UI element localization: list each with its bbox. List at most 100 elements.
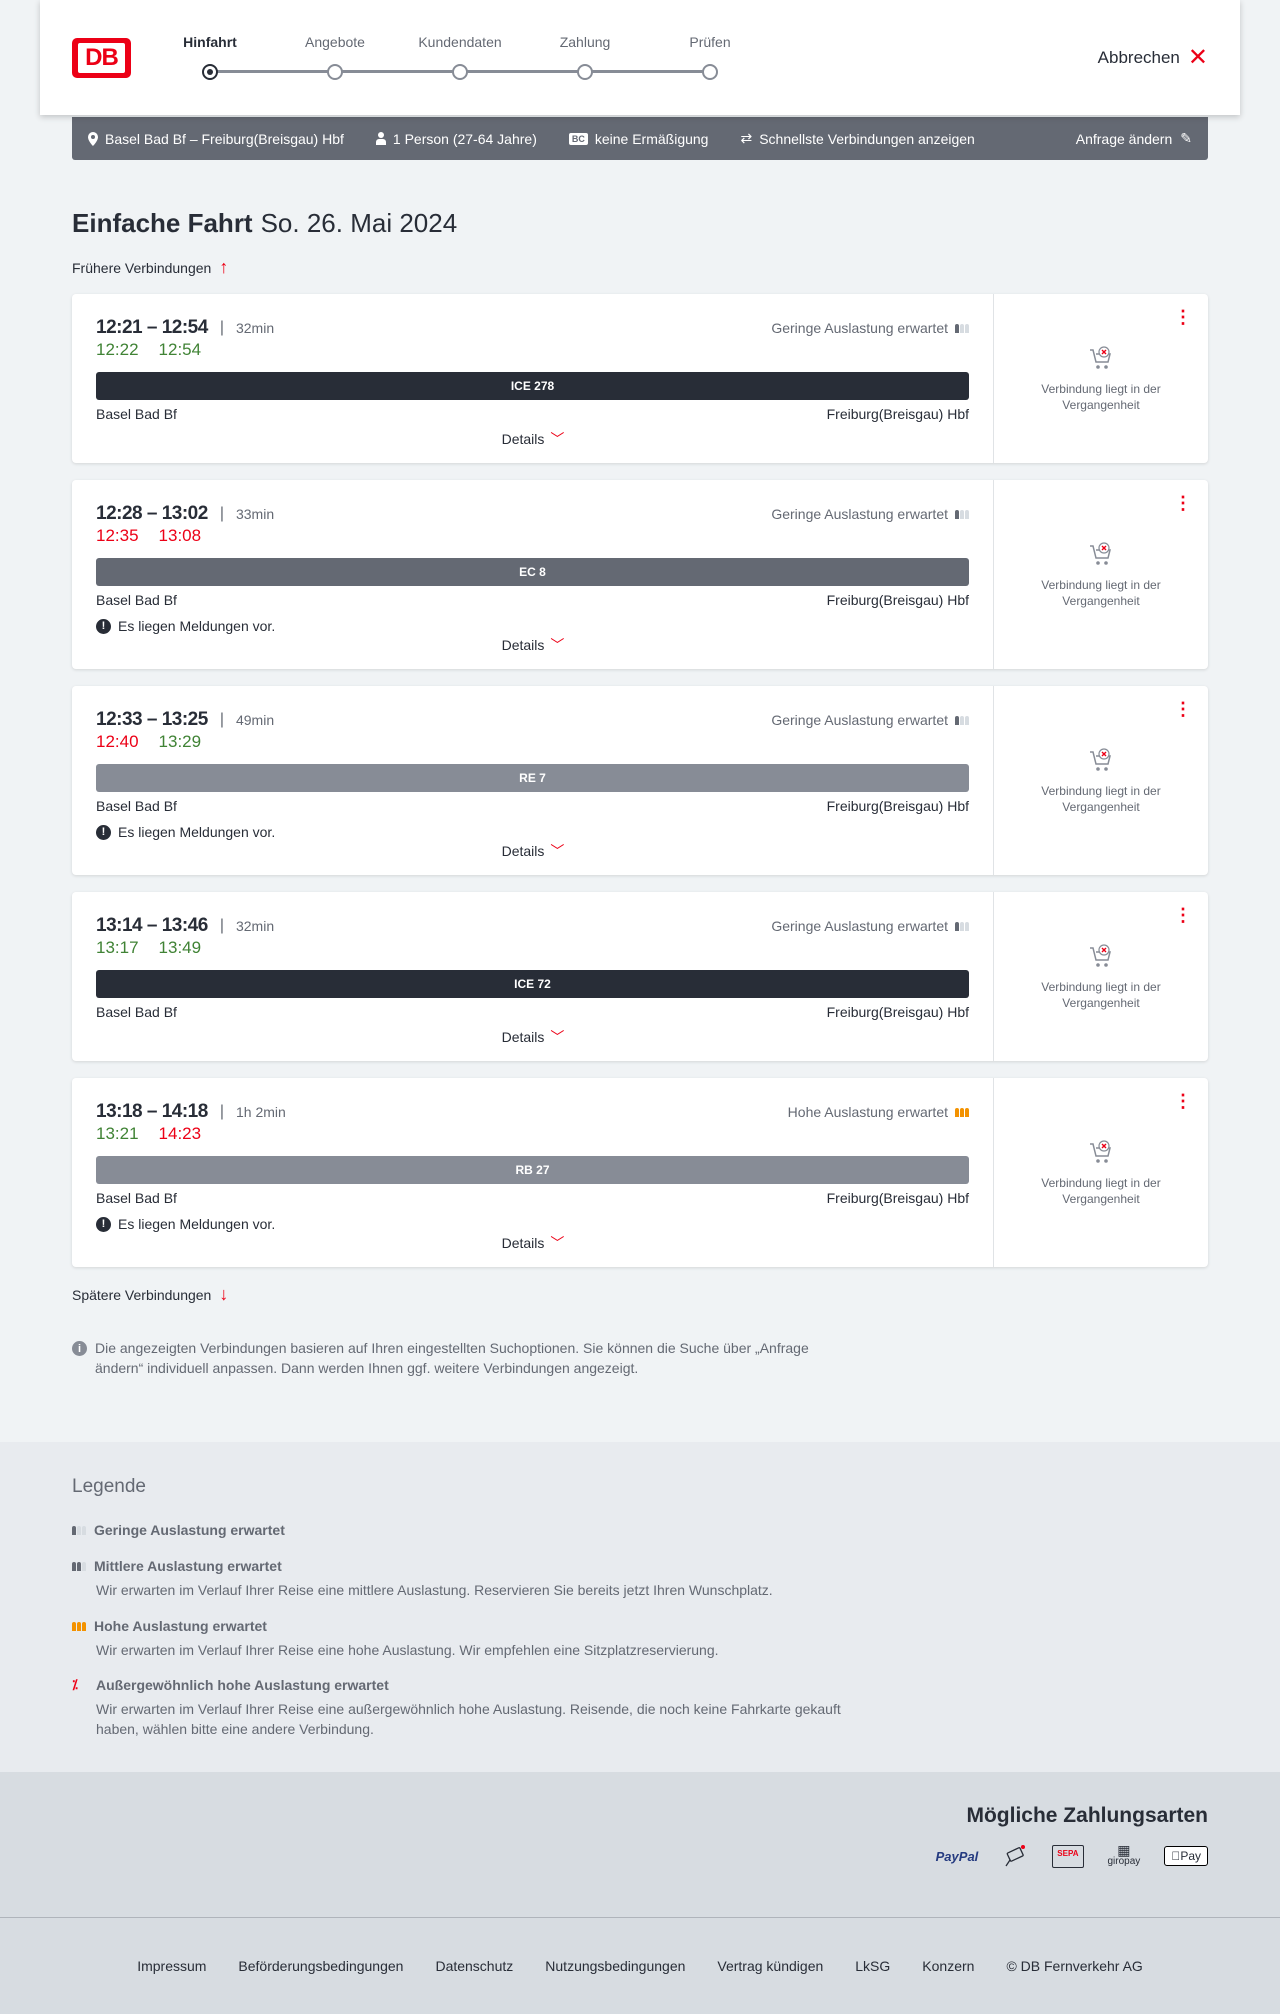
origin-station: Basel Bad Bf: [96, 406, 177, 422]
booking-panel: ⋮ Verbindung liegt in der Vergangenheit: [994, 686, 1208, 875]
step-5: Prüfen: [650, 34, 770, 80]
step-label: Kundendaten: [418, 34, 502, 50]
more-options-icon[interactable]: ⋮: [1174, 699, 1192, 719]
payment-methods: PayPal SEPA ▦giropay Pay: [936, 1842, 1208, 1868]
close-icon: ✕: [1187, 44, 1208, 71]
message-notice[interactable]: ! Es liegen Meldungen vor.: [96, 824, 969, 840]
payment-title: Mögliche Zahlungsarten: [966, 1804, 1208, 1827]
load-indicator: Hohe Auslastung erwartet: [788, 1104, 969, 1120]
past-connection-status: Verbindung liegt in der Vergangenheit: [1041, 979, 1161, 1010]
edit-query-button[interactable]: Anfrage ändern ✎: [1075, 130, 1192, 147]
arrow-down-icon: ↓: [219, 1284, 229, 1304]
destination-station: Freiburg(Breisgau) Hbf: [826, 798, 969, 814]
giropay-icon: ▦ giropay: [1107, 1842, 1141, 1867]
connection-card[interactable]: 13:14 – 13:46 | 32min Geringe Auslastung e…: [72, 892, 1208, 1061]
connection-card[interactable]: 12:21 – 12:54 | 32min Geringe Auslastung e…: [72, 294, 1208, 463]
details-toggle[interactable]: Details ﹀: [501, 1235, 565, 1251]
more-options-icon[interactable]: ⋮: [1174, 905, 1192, 925]
connection-card[interactable]: 13:18 – 14:18 | 1h 2min Hohe Auslastung er…: [72, 1078, 1208, 1267]
legend-item: ⁒ Außergewöhnlich hohe Auslastung erwarte…: [72, 1677, 841, 1737]
train-bar[interactable]: RE 7: [96, 764, 969, 792]
header: DB Hinfahrt Angebote Kundendaten Zahlung Prü…: [40, 0, 1240, 115]
step-label: Hinfahrt: [183, 34, 237, 50]
connection-card[interactable]: 12:33 – 13:25 | 49min Geringe Auslastung e…: [72, 686, 1208, 875]
alert-icon: !: [96, 618, 111, 634]
step-dot: [702, 64, 718, 80]
step-label: Prüfen: [689, 34, 731, 50]
chevron-down-icon: ﹀: [550, 1029, 565, 1045]
realtime-departure: 13:17: [96, 938, 139, 957]
connection-card[interactable]: 12:28 – 13:02 | 33min Geringe Auslastung e…: [72, 480, 1208, 669]
alert-icon: !: [96, 824, 111, 840]
duration: 1h 2min: [235, 1104, 286, 1120]
details-toggle[interactable]: Details ﹀: [501, 843, 565, 859]
planned-times: 12:33 – 13:25: [96, 709, 208, 730]
footer-link[interactable]: Vertrag kündigen: [717, 1958, 824, 1974]
footer-link[interactable]: Konzern: [922, 1958, 975, 1974]
db-logo[interactable]: DB: [72, 38, 131, 78]
realtime-departure: 12:35: [96, 526, 139, 545]
footer-link[interactable]: Datenschutz: [435, 1958, 514, 1974]
message-notice[interactable]: ! Es liegen Meldungen vor.: [96, 1216, 969, 1232]
query-summary-bar: Basel Bad Bf – Freiburg(Breisgau) Hbf 1 …: [72, 117, 1208, 160]
message-notice[interactable]: ! Es liegen Meldungen vor.: [96, 618, 969, 634]
booking-panel: ⋮ Verbindung liegt in der Vergangenheit: [994, 892, 1208, 1061]
duration: 32min: [235, 918, 275, 934]
footer-link[interactable]: Impressum: [137, 1958, 207, 1974]
sepa-icon: SEPA: [1052, 1844, 1084, 1868]
footer-link[interactable]: Nutzungsbedingungen: [545, 1958, 686, 1974]
footer-link[interactable]: Beförderungsbedingungen: [238, 1958, 404, 1974]
planned-times: 12:21 – 12:54: [96, 317, 208, 338]
earlier-connections-link[interactable]: Frühere Verbindungen ↑: [72, 257, 229, 277]
high-load-icon: [72, 1621, 86, 1631]
payment-section: Mögliche Zahlungsarten PayPal SEPA ▦ giro…: [0, 1772, 1280, 1917]
realtime-arrival: 13:08: [158, 526, 202, 545]
chevron-down-icon: ﹀: [550, 637, 565, 653]
more-options-icon[interactable]: ⋮: [1174, 493, 1192, 513]
details-toggle[interactable]: Details ﹀: [501, 637, 565, 653]
origin-station: Basel Bad Bf: [96, 1190, 177, 1206]
apple-pay-icon: Pay: [1164, 1846, 1208, 1866]
credit-card-icon: [1005, 1845, 1026, 1867]
alert-icon: !: [96, 1216, 111, 1232]
duration: 33min: [235, 506, 275, 522]
details-toggle[interactable]: Details ﹀: [501, 431, 565, 447]
realtime-arrival: 13:49: [158, 938, 202, 957]
load-indicator: Geringe Auslastung erwartet: [771, 506, 969, 522]
footer-link[interactable]: LkSG: [855, 1958, 891, 1974]
step-dot: [202, 64, 218, 80]
realtime-departure: 12:22: [96, 340, 139, 359]
load-indicator: Geringe Auslastung erwartet: [771, 918, 969, 934]
fastest-connections-toggle[interactable]: ⇄ Schnellste Verbindungen anzeigen: [740, 130, 975, 147]
later-connections-link[interactable]: Spätere Verbindungen ↓: [72, 1284, 229, 1304]
train-bar[interactable]: RB 27: [96, 1156, 969, 1184]
more-options-icon[interactable]: ⋮: [1174, 1091, 1192, 1111]
cart-unavailable-icon: [1090, 943, 1111, 967]
train-bar[interactable]: ICE 278: [96, 372, 969, 400]
cart-unavailable-icon: [1090, 345, 1111, 369]
connection-main: 13:14 – 13:46 | 32min Geringe Auslastung e…: [72, 892, 994, 1061]
origin-station: Basel Bad Bf: [96, 592, 177, 608]
realtime-departure: 12:40: [96, 732, 139, 751]
footer-link: © DB Fernverkehr AG: [1006, 1958, 1143, 1974]
booking-panel: ⋮ Verbindung liegt in der Vergangenheit: [994, 294, 1208, 463]
connection-main: 13:18 – 14:18 | 1h 2min Hohe Auslastung er…: [72, 1078, 994, 1267]
footer: Impressum Beförderungsbedingungen Datensch…: [0, 1917, 1280, 2014]
destination-station: Freiburg(Breisgau) Hbf: [826, 1190, 969, 1206]
past-connection-status: Verbindung liegt in der Vergangenheit: [1041, 577, 1161, 608]
details-toggle[interactable]: Details ﹀: [501, 1029, 565, 1045]
planned-times: 13:14 – 13:46: [96, 915, 208, 936]
legend-section: Legende Geringe Auslastung erwartet Mittl…: [0, 1442, 1280, 1772]
train-bar[interactable]: EC 8: [96, 558, 969, 586]
realtime-arrival: 13:29: [158, 732, 202, 751]
cart-unavailable-icon: [1090, 1139, 1111, 1163]
person-icon: [375, 132, 386, 145]
cancel-button[interactable]: Abbrechen ✕: [1097, 44, 1208, 71]
step-label: Zahlung: [559, 34, 611, 50]
destination-station: Freiburg(Breisgau) Hbf: [826, 592, 969, 608]
duration: 32min: [235, 320, 275, 336]
persons-summary: 1 Person (27-64 Jahre): [375, 131, 537, 147]
train-bar[interactable]: ICE 72: [96, 970, 969, 998]
more-options-icon[interactable]: ⋮: [1174, 307, 1192, 327]
cart-unavailable-icon: [1090, 747, 1111, 771]
